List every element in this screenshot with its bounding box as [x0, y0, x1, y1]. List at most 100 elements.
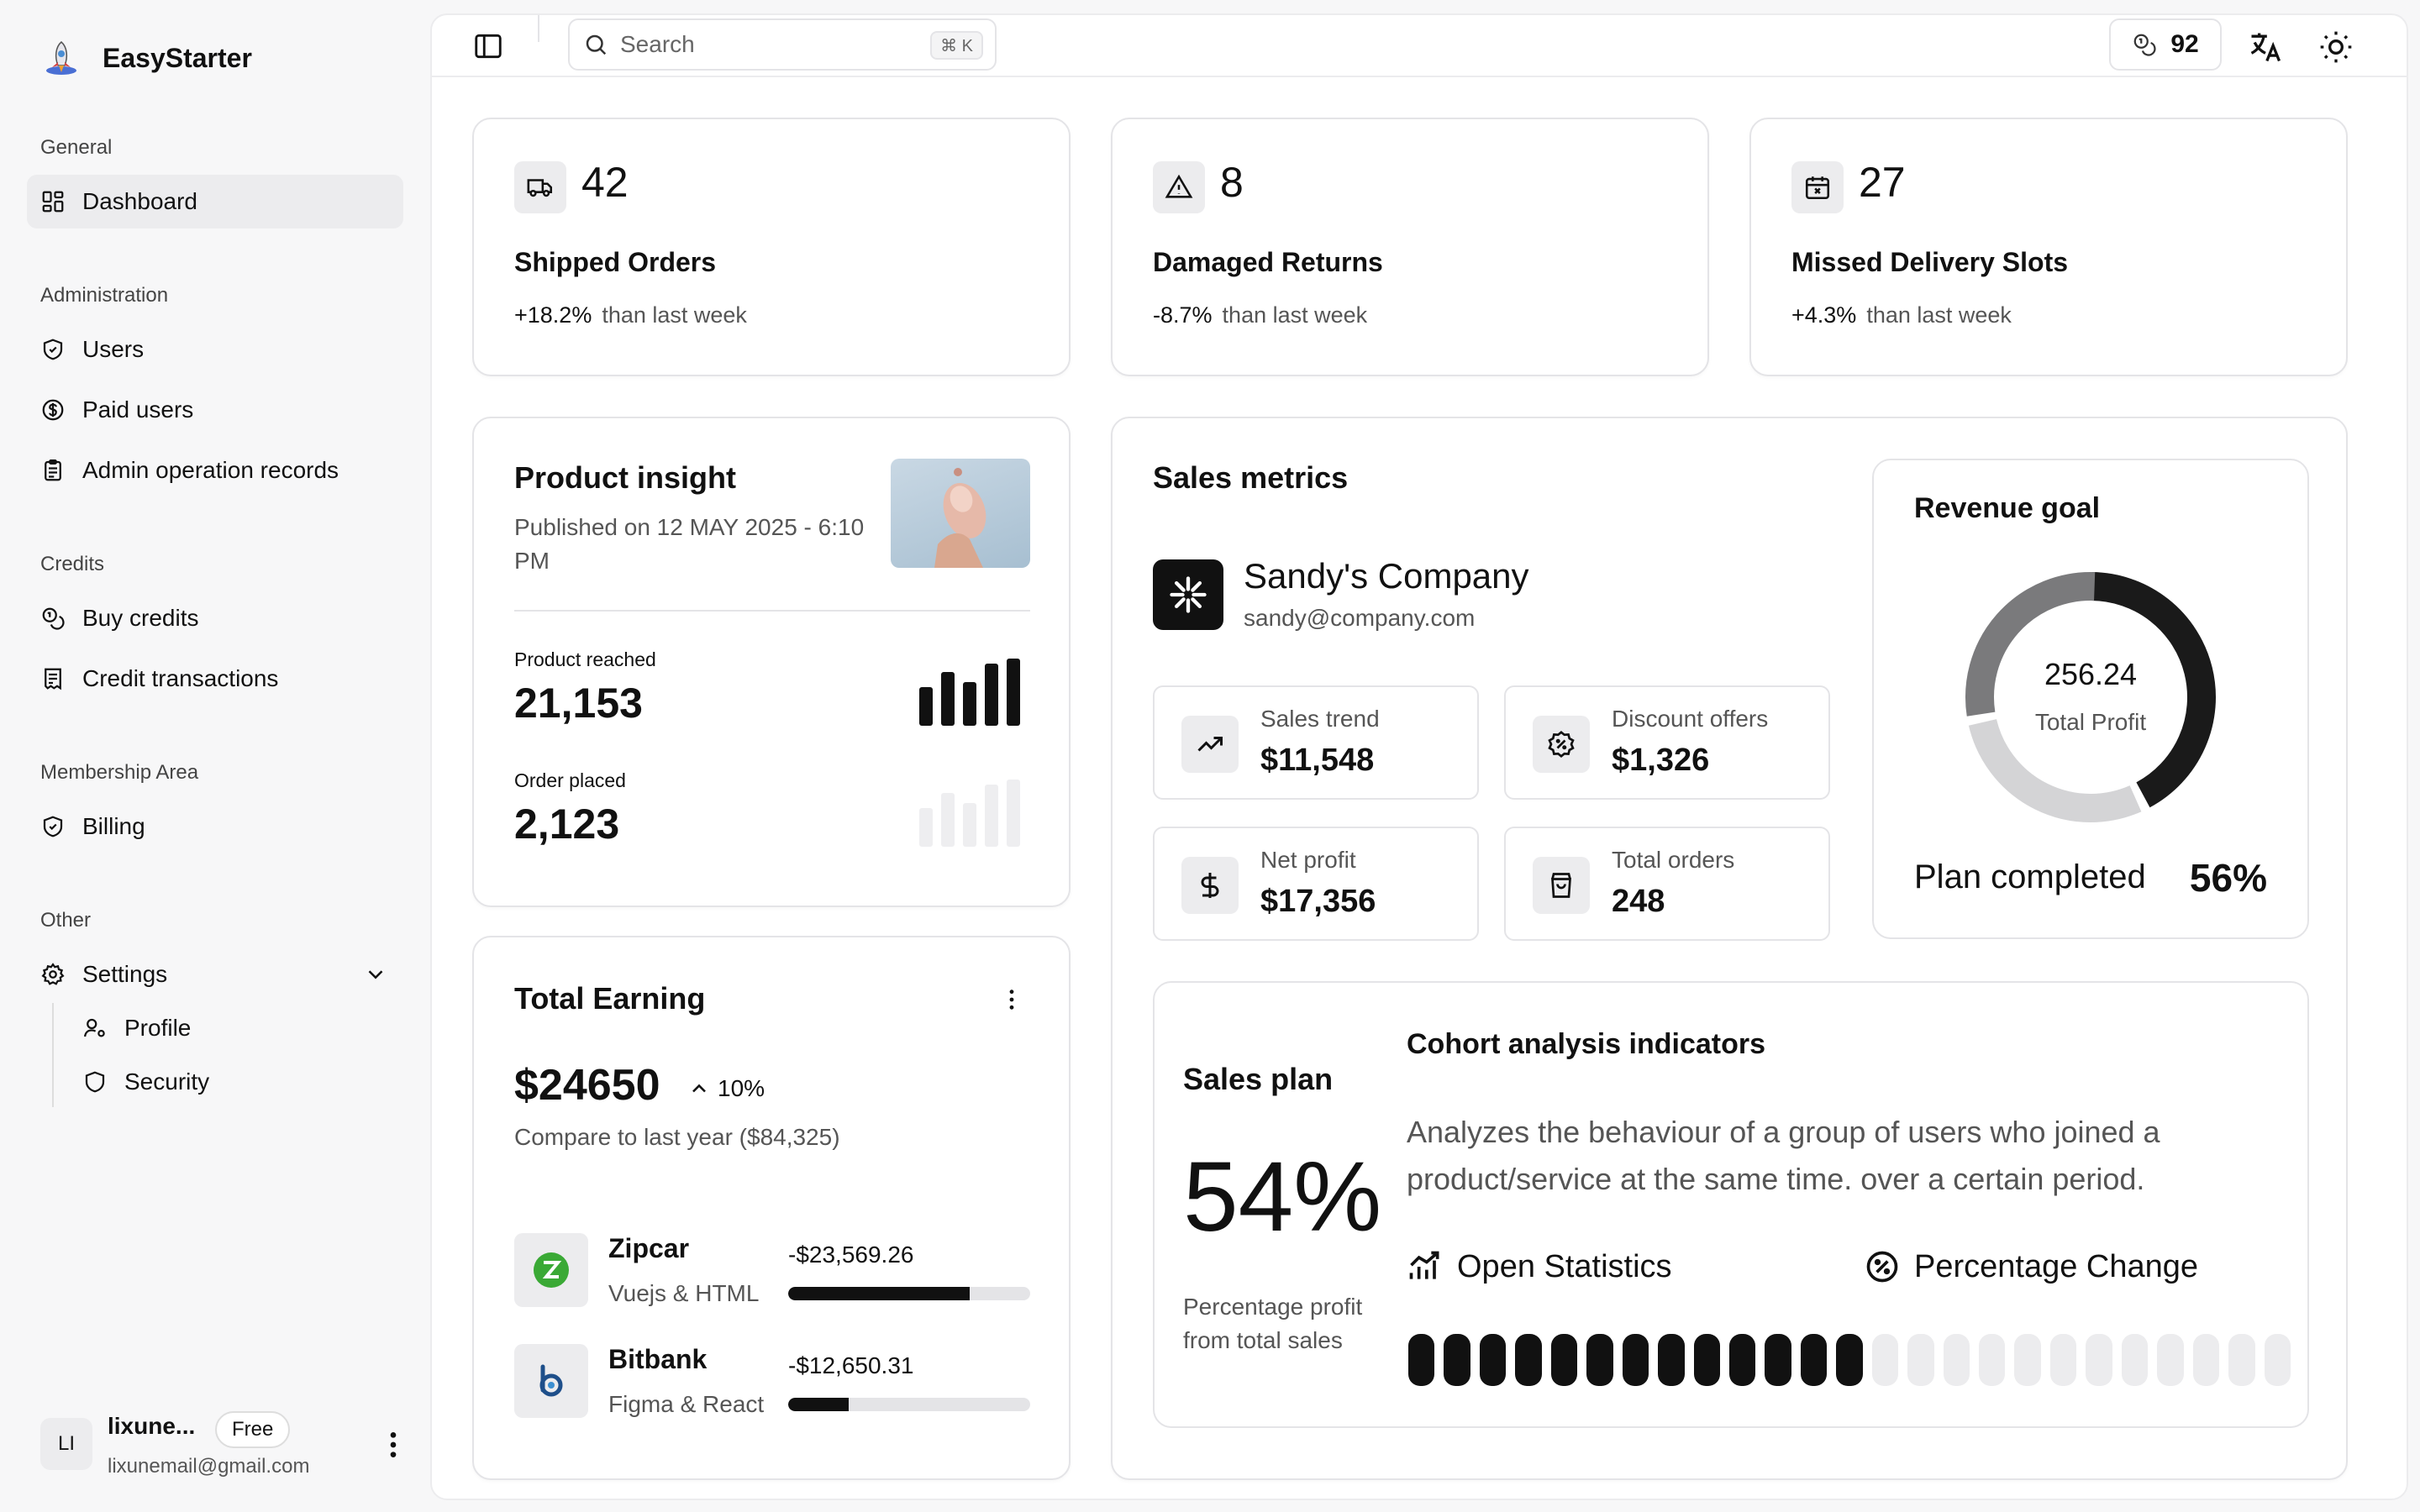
sidebar-item-label: Users — [82, 336, 145, 362]
earning-item-sub: Vuejs & HTML — [608, 1280, 760, 1306]
avatar: LI — [40, 1418, 92, 1470]
sidebar-item-label: Profile — [124, 1015, 192, 1041]
more-vertical-icon[interactable] — [376, 1428, 410, 1462]
user-profile-box[interactable]: LI lixune... Free lixunemail@gmail.com — [40, 1403, 410, 1487]
gear-icon — [41, 963, 65, 985]
stat-title: Missed Delivery Slots — [1791, 247, 2069, 277]
nav-group-credits: Credits — [40, 553, 105, 575]
user-email: lixunemail@gmail.com — [108, 1455, 310, 1478]
dollar-circle-icon — [42, 399, 64, 421]
stat-change: +18.2% than last week — [514, 302, 747, 328]
topbar: ⌘ K 92 — [432, 15, 2407, 77]
calendar-x-icon — [1791, 161, 1844, 213]
topbar-divider — [538, 15, 539, 42]
sidebar-item-paid-users[interactable]: Paid users — [27, 383, 403, 437]
stat-value: 8 — [1220, 159, 1244, 206]
metric-label: Total orders — [1612, 847, 1735, 873]
search-input[interactable] — [620, 31, 897, 58]
progress-pill — [2121, 1334, 2149, 1386]
more-vertical-icon[interactable] — [998, 986, 1025, 1013]
open-statistics-text: Open Statistics — [1457, 1248, 1672, 1284]
progress-pill — [1408, 1334, 1435, 1386]
caption-line: Percentage profit — [1183, 1294, 1363, 1320]
nav-group-general: General — [40, 136, 113, 159]
coins-icon — [2133, 34, 2156, 56]
progress-pill — [2192, 1334, 2220, 1386]
sidebar-item-dashboard[interactable]: Dashboard — [27, 175, 403, 228]
shield-check-icon — [43, 816, 63, 837]
credits-button[interactable]: 92 — [2109, 18, 2222, 71]
bar — [985, 785, 998, 847]
revenue-goal-card: Revenue goal 256.24 Total Profit Plan co… — [1872, 459, 2309, 939]
nav-group-administration: Administration — [40, 284, 169, 307]
donut-segment — [2091, 572, 2216, 808]
zipcar-logo — [514, 1233, 588, 1307]
donut-segment — [1965, 572, 2096, 717]
sidebar-item-buy-credits[interactable]: Buy credits — [27, 591, 403, 645]
bar — [1007, 659, 1020, 726]
donut-segment — [1968, 718, 2142, 822]
stat-change-value: +18.2% — [514, 302, 592, 328]
shopping-bag-icon — [1533, 857, 1590, 914]
percentage-change-label: Percentage Change — [1864, 1248, 2198, 1285]
metric-label: Sales trend — [1260, 706, 1380, 732]
sidebar-item-admin-records[interactable]: Admin operation records — [27, 444, 403, 497]
sidebar-item-profile[interactable]: Profile — [69, 1001, 403, 1055]
progress-pill — [1979, 1334, 2006, 1386]
progress-pill — [1871, 1334, 1899, 1386]
cohort-description: Analyzes the behaviour of a group of use… — [1407, 1109, 2160, 1203]
progress-fill — [788, 1398, 849, 1411]
company-email: sandy@company.com — [1244, 605, 1476, 631]
sidebar-item-security[interactable]: Security — [69, 1055, 403, 1109]
plan-completed-label: Plan completed — [1914, 858, 2146, 895]
company-logo — [1153, 559, 1223, 630]
metric-label: Net profit — [1260, 847, 1356, 873]
sidebar-item-billing[interactable]: Billing — [27, 800, 403, 853]
chevron-down-icon — [368, 970, 383, 979]
trending-up-icon — [1181, 716, 1239, 773]
sun-icon[interactable] — [2317, 29, 2354, 66]
translate-icon[interactable] — [2247, 29, 2284, 66]
chevron-up-icon — [692, 1084, 706, 1093]
rocket-logo-icon — [46, 41, 76, 75]
metric-label: Discount offers — [1612, 706, 1769, 732]
sidebar-item-label: Buy credits — [82, 605, 199, 631]
nav-group-other: Other — [40, 909, 92, 932]
stat-title: Shipped Orders — [514, 247, 717, 277]
sales-metrics-card: Sales metrics Sandy's Company sandy@comp… — [1111, 417, 2348, 1480]
search-box[interactable]: ⌘ K — [568, 18, 997, 71]
bar — [941, 793, 955, 847]
metric-net-profit: Net profit $17,356 — [1153, 827, 1479, 941]
order-label: Order placed — [514, 769, 626, 791]
metric-total-orders: Total orders 248 — [1504, 827, 1830, 941]
sidebar-item-credit-transactions[interactable]: Credit transactions — [27, 652, 403, 706]
search-icon — [586, 34, 607, 55]
progress-pill — [2264, 1334, 2291, 1386]
brand[interactable]: EasyStarter — [40, 37, 252, 79]
product-image — [891, 459, 1030, 568]
plan-badge: Free — [215, 1411, 291, 1448]
discount-badge-icon — [1533, 716, 1590, 773]
progress-pill — [1444, 1334, 1470, 1386]
progress-pill — [1622, 1334, 1649, 1386]
earning-item-amount: -$12,650.31 — [788, 1352, 914, 1378]
earning-change: 10% — [718, 1075, 765, 1101]
clipboard-icon — [45, 459, 61, 481]
warning-icon — [1153, 161, 1205, 213]
coins-icon — [42, 607, 65, 630]
total-earning-card: Total Earning $24650 10% Compare to last… — [472, 936, 1071, 1480]
sidebar-toggle-icon[interactable] — [472, 30, 504, 62]
sidebar-item-users[interactable]: Users — [27, 323, 403, 376]
stat-value: 27 — [1859, 159, 1906, 206]
sidebar-item-settings[interactable]: Settings — [27, 948, 403, 1001]
product-insight-card: Product insight Published on 12 MAY 2025… — [472, 417, 1071, 907]
metric-value: $17,356 — [1260, 884, 1376, 919]
published-date: Published on 12 MAY 2025 - 6:10 PM — [514, 514, 865, 574]
shield-check-icon — [43, 339, 63, 360]
earning-item-amount: -$23,569.26 — [788, 1242, 914, 1268]
sidebar-item-label: Paid users — [82, 396, 194, 423]
credits-count: 92 — [2170, 30, 2199, 58]
sidebar-item-label: Admin operation records — [82, 457, 339, 483]
stat-change-value: +4.3% — [1791, 302, 1857, 328]
card-title: Product insight — [514, 460, 736, 495]
